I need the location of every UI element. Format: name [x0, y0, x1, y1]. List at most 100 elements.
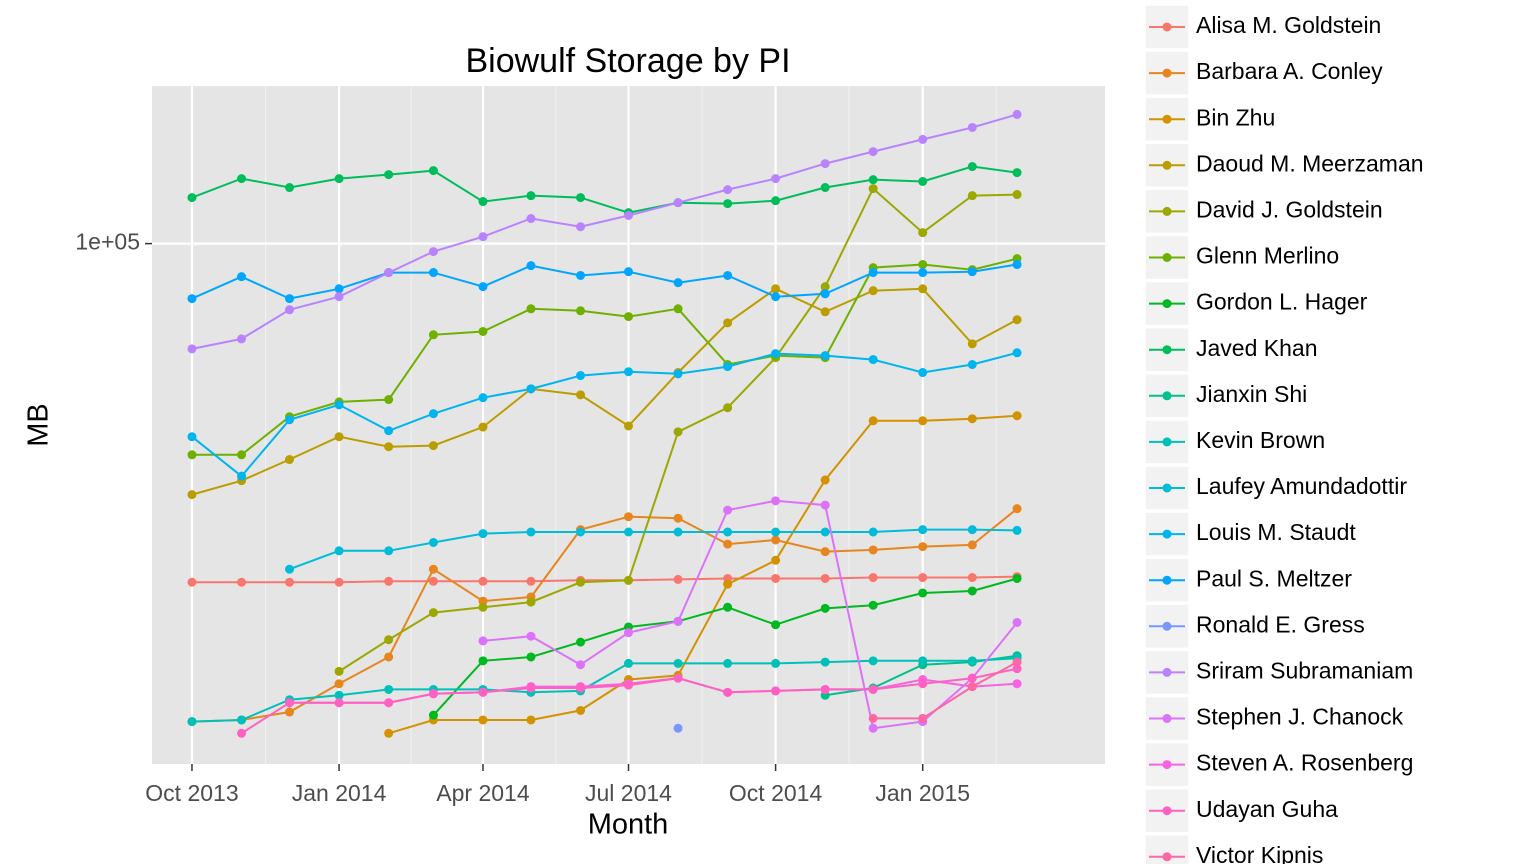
series-line [388, 414, 1018, 735]
legend-key-point [1162, 714, 1172, 723]
data-point [967, 586, 977, 596]
data-point [673, 198, 683, 208]
legend-label: Gordon L. Hager [1196, 289, 1368, 315]
data-point [428, 564, 438, 574]
data-point [918, 588, 928, 598]
data-point [918, 713, 928, 723]
data-point [967, 162, 977, 172]
data-point [820, 183, 830, 193]
legend-label: Victor Kipnis [1196, 842, 1323, 864]
data-point [771, 686, 781, 696]
data-point [624, 312, 633, 322]
data-point [576, 306, 586, 316]
legend-key-point [1162, 22, 1172, 32]
data-point [237, 577, 247, 587]
data-point [918, 260, 928, 270]
data-point [868, 723, 878, 733]
data-point [771, 658, 781, 668]
x-tick-label: Oct 2014 [729, 780, 823, 806]
data-point [723, 270, 733, 280]
data-point [673, 278, 683, 288]
legend-key-point [1162, 114, 1172, 124]
data-point [723, 318, 733, 328]
legend-label: Bin Zhu [1196, 104, 1275, 130]
data-point [723, 579, 733, 589]
data-point [334, 698, 344, 708]
series-line [191, 351, 1018, 478]
legend: Alisa M. Goldstein Barbara A. Conley Bin Z… [1144, 4, 1424, 864]
data-point [384, 546, 394, 556]
legend-key-point [1162, 345, 1172, 355]
data-point [673, 673, 683, 683]
data-point [1012, 679, 1022, 689]
data-point [723, 687, 733, 697]
data-point [820, 603, 830, 613]
data-point [576, 390, 586, 400]
data-point [820, 307, 830, 317]
data-point [384, 728, 394, 738]
data-point [820, 282, 830, 292]
data-point [428, 537, 438, 547]
data-point [428, 710, 438, 720]
data-point [237, 471, 247, 481]
x-tick-label: Oct 2013 [145, 780, 238, 806]
x-tick-label: Apr 2014 [436, 780, 530, 806]
data-point [967, 267, 977, 277]
data-point [187, 193, 197, 203]
data-point [526, 261, 536, 271]
legend-label: Alisa M. Goldstein [1196, 12, 1381, 38]
legend-key-point [1162, 575, 1172, 585]
data-point [673, 658, 683, 668]
data-point [820, 527, 830, 537]
data-point [478, 715, 488, 725]
data-point [478, 656, 488, 666]
legend-key-point [1162, 852, 1172, 862]
data-point [285, 294, 295, 304]
data-point [868, 268, 878, 278]
data-point [187, 294, 197, 304]
data-point [237, 728, 247, 738]
legend-key-point [1162, 160, 1172, 170]
data-point [1012, 315, 1022, 325]
data-point [868, 175, 878, 185]
series-line [191, 657, 1018, 723]
data-point [478, 422, 488, 432]
data-point [820, 289, 830, 299]
data-point [187, 450, 197, 460]
data-point [967, 339, 977, 349]
data-point [868, 355, 878, 365]
data-point [526, 384, 536, 394]
data-point [428, 166, 438, 176]
data-point [428, 441, 438, 451]
data-point [576, 660, 586, 670]
data-point [771, 535, 781, 545]
data-point [868, 184, 878, 194]
data-point [384, 576, 394, 586]
series-line [191, 113, 1018, 350]
data-point [918, 542, 928, 552]
data-point [237, 450, 247, 460]
data-point [285, 707, 295, 717]
data-point [334, 284, 344, 294]
legend-label: Paul S. Meltzer [1196, 565, 1352, 591]
data-point [868, 545, 878, 555]
data-point [624, 267, 633, 277]
data-point [673, 574, 683, 584]
data-point [624, 628, 633, 638]
data-point [187, 432, 197, 442]
data-point [967, 525, 977, 535]
data-point [723, 602, 733, 612]
data-point [285, 564, 295, 574]
data-point [187, 344, 197, 354]
data-point [967, 540, 977, 550]
data-point [918, 268, 928, 278]
data-point [576, 193, 586, 203]
data-point [723, 658, 733, 668]
data-point [1012, 664, 1022, 674]
data-point [526, 652, 536, 662]
data-point [918, 416, 928, 426]
data-point [576, 683, 586, 693]
data-point [967, 360, 977, 370]
data-point [1012, 348, 1022, 358]
